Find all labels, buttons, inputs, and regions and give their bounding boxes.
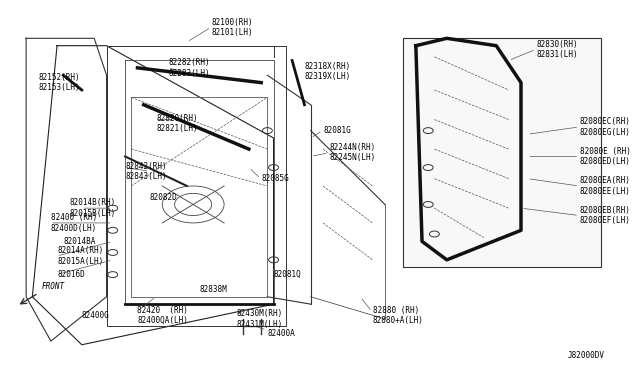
Text: 82152(RH)
82153(LH): 82152(RH) 82153(LH) xyxy=(38,73,80,92)
Text: 82830(RH)
82831(LH): 82830(RH) 82831(LH) xyxy=(536,40,578,59)
Text: 82080EA(RH)
82080EE(LH): 82080EA(RH) 82080EE(LH) xyxy=(580,176,630,196)
Text: FRONT: FRONT xyxy=(42,282,65,291)
Text: 82080EC(RH)
82080EG(LH): 82080EC(RH) 82080EG(LH) xyxy=(580,117,630,137)
Text: 82400A: 82400A xyxy=(268,329,295,338)
Text: 82100(RH)
82101(LH): 82100(RH) 82101(LH) xyxy=(212,17,253,37)
Text: 82016D: 82016D xyxy=(57,270,85,279)
Text: 82880 (RH)
82880+A(LH): 82880 (RH) 82880+A(LH) xyxy=(372,305,424,325)
Text: 82400G: 82400G xyxy=(82,311,109,320)
Text: 82820(RH)
82821(LH): 82820(RH) 82821(LH) xyxy=(156,113,198,133)
Text: 82430M(RH)
82431M(LH): 82430M(RH) 82431M(LH) xyxy=(236,309,283,328)
Text: 82838M: 82838M xyxy=(199,285,227,294)
Text: 82080E (RH)
82080ED(LH): 82080E (RH) 82080ED(LH) xyxy=(580,147,630,166)
Text: 82081G: 82081G xyxy=(323,126,351,135)
Text: 82318X(RH)
82319X(LH): 82318X(RH) 82319X(LH) xyxy=(305,62,351,81)
Text: 82014B(RH)
82015B(LH): 82014B(RH) 82015B(LH) xyxy=(69,198,116,218)
Text: 82014BA: 82014BA xyxy=(63,237,95,246)
Text: 82244N(RH)
82245N(LH): 82244N(RH) 82245N(LH) xyxy=(329,143,376,163)
Text: 82400 (RH)
82400D(LH): 82400 (RH) 82400D(LH) xyxy=(51,213,97,232)
Text: J82000DV: J82000DV xyxy=(568,350,605,359)
Text: 82842(RH)
82843(LH): 82842(RH) 82843(LH) xyxy=(125,161,167,181)
Text: 82081Q: 82081Q xyxy=(273,270,301,279)
Text: 82085G: 82085G xyxy=(261,174,289,183)
FancyBboxPatch shape xyxy=(403,38,602,267)
Text: 82080EB(RH)
82080EF(LH): 82080EB(RH) 82080EF(LH) xyxy=(580,206,630,225)
Text: 82420  (RH)
82400QA(LH): 82420 (RH) 82400QA(LH) xyxy=(138,305,188,325)
Text: 82082D: 82082D xyxy=(150,193,177,202)
Text: 82282(RH)
82283(LH): 82282(RH) 82283(LH) xyxy=(168,58,210,77)
Text: 82014A(RH)
82015A(LH): 82014A(RH) 82015A(LH) xyxy=(57,247,103,266)
